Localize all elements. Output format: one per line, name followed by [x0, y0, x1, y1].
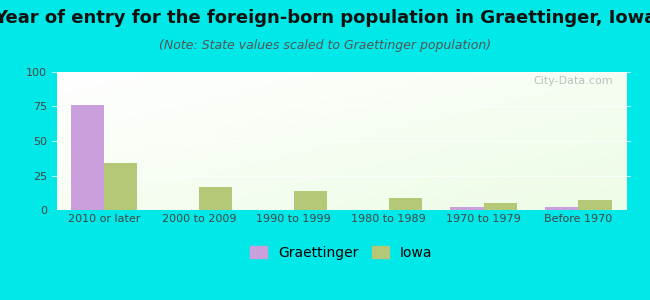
Bar: [545, 207, 578, 210]
Bar: [294, 191, 327, 210]
Bar: [71, 105, 104, 210]
Bar: [104, 163, 137, 210]
Bar: [450, 207, 484, 210]
Text: (Note: State values scaled to Graettinger population): (Note: State values scaled to Graettinge…: [159, 39, 491, 52]
Bar: [484, 203, 517, 210]
Bar: [389, 198, 422, 210]
Text: Year of entry for the foreign-born population in Graettinger, Iowa: Year of entry for the foreign-born popul…: [0, 9, 650, 27]
Bar: [199, 187, 232, 210]
Bar: [578, 200, 612, 210]
Text: City-Data.com: City-Data.com: [534, 76, 613, 86]
Legend: Graettinger, Iowa: Graettinger, Iowa: [244, 240, 438, 265]
